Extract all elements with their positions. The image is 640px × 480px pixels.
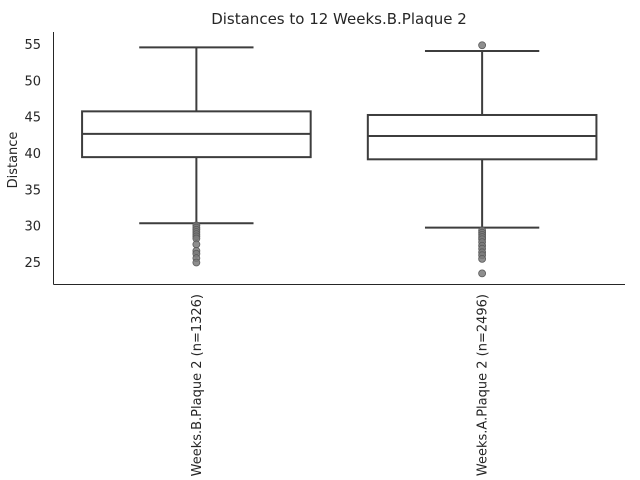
x-tick-labels: 12 Weeks.B.Plaque 2 (n=1326) 12 Weeks.A.P… — [190, 294, 491, 480]
chart-title: Distances to 12 Weeks.B.Plaque 2 — [211, 10, 467, 28]
y-tick-label: 35 — [24, 183, 41, 198]
y-tick-label: 25 — [24, 256, 41, 271]
iqr-box — [366, 113, 598, 161]
x-tick-label: 12 Weeks.B.Plaque 2 (n=1326) — [190, 294, 205, 480]
y-axis-label: Distance — [6, 132, 21, 189]
outlier-point — [478, 269, 487, 278]
y-tick-label: 50 — [24, 74, 41, 89]
x-tick-label: 12 Weeks.A.Plaque 2 (n=2496) — [476, 294, 491, 480]
outlier-point — [192, 258, 201, 267]
y-tick-label: 55 — [24, 38, 41, 53]
y-tick-labels: 25 30 35 40 45 50 55 — [24, 38, 41, 271]
y-tick-label: 30 — [24, 220, 41, 235]
outlier-point — [478, 254, 487, 263]
y-tick-label: 40 — [24, 147, 41, 162]
outlier-point — [478, 41, 487, 50]
outlier-point — [192, 240, 201, 249]
box-2 — [366, 41, 598, 278]
y-tick-label: 45 — [24, 111, 41, 126]
box-1 — [81, 46, 312, 267]
box-group — [81, 41, 598, 278]
